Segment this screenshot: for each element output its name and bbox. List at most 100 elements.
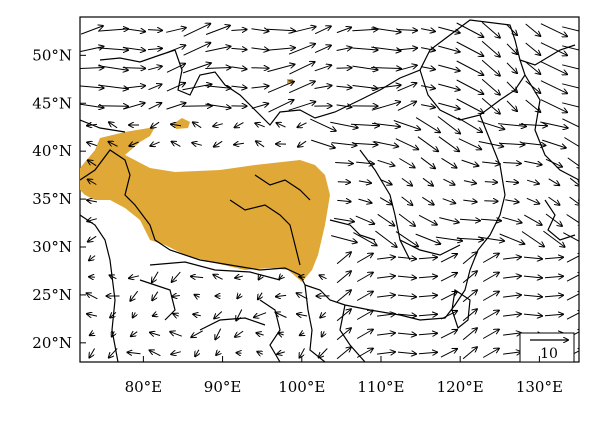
wind-vector-arrow <box>477 120 505 129</box>
wind-vector-arrow <box>299 277 305 278</box>
wind-vector-arrow <box>377 159 395 165</box>
wind-vector-arrow <box>457 117 482 132</box>
wind-vector-arrow <box>288 44 315 55</box>
wind-vector-arrow <box>251 68 268 69</box>
wind-vector-arrow <box>498 124 526 127</box>
wind-vector-arrow <box>440 349 457 358</box>
wind-vector-arrow <box>440 330 457 339</box>
wind-vector-arrow <box>336 290 351 303</box>
wind-vector-arrow <box>183 43 211 56</box>
y-axis: 20°N 25°N 30°N 35°N 40°N 45°N 50°N <box>32 46 86 352</box>
wind-vector-arrow <box>172 271 181 282</box>
wind-vector-arrow <box>148 66 162 70</box>
wind-vector-arrow <box>421 86 435 89</box>
wind-vector-arrow <box>421 105 435 108</box>
y-tick-label: 40°N <box>32 142 72 160</box>
wind-vector-arrow <box>503 314 521 316</box>
wind-vector-arrow <box>300 348 305 357</box>
wind-vector-arrow <box>482 162 500 164</box>
wind-vector-arrow <box>298 123 307 127</box>
wind-vector-arrow <box>311 139 335 148</box>
wind-vector-arrow <box>396 48 417 50</box>
wind-vector-arrow <box>438 45 459 52</box>
wind-vector-arrow <box>371 27 400 32</box>
wind-vector-arrow <box>90 333 94 335</box>
y-tick-label: 20°N <box>32 334 72 352</box>
wind-vector-arrow <box>205 103 230 108</box>
wind-vector-arrow <box>147 48 162 49</box>
wind-vector-arrow <box>97 29 128 31</box>
wind-vector-arrow <box>331 235 357 243</box>
wind-vector-arrow <box>336 86 352 87</box>
wind-vector-arrow <box>216 351 220 355</box>
wind-vector-arrow <box>401 177 412 185</box>
wind-vector-arrow <box>397 333 416 335</box>
wind-vector-arrow <box>375 230 396 247</box>
wind-vector-arrow <box>350 124 379 126</box>
wind-vector-arrow <box>418 295 437 296</box>
wind-vector-arrow <box>191 330 203 337</box>
wind-vector-arrow <box>459 219 480 220</box>
wind-vector-arrow <box>566 273 579 282</box>
wind-vector-arrow <box>562 26 579 32</box>
wind-vector-arrow <box>481 97 500 113</box>
wind-vectors <box>80 21 579 360</box>
wind-vector-arrow <box>147 30 162 31</box>
wind-vector-arrow <box>195 295 200 298</box>
wind-vector-arrow <box>192 143 202 146</box>
wind-vector-arrow <box>234 143 244 144</box>
wind-vector-arrow <box>377 352 395 354</box>
wind-vector-arrow <box>150 333 161 336</box>
wind-vector-arrow <box>415 117 440 133</box>
wind-vector-arrow <box>288 102 316 111</box>
wind-vector-arrow <box>438 136 459 152</box>
wind-vector-arrow <box>564 137 579 148</box>
x-tick-label: 120°E <box>437 378 484 396</box>
wind-vector-arrow <box>320 312 327 317</box>
wind-vector-arrow <box>397 65 417 72</box>
wind-vector-arrow <box>456 41 484 56</box>
wind-vector-arrow <box>288 27 315 34</box>
wind-vector-arrow <box>256 141 265 148</box>
wind-vector-arrow <box>395 138 418 150</box>
y-tick-label: 25°N <box>32 286 72 304</box>
wind-vector-arrow <box>183 24 211 37</box>
wind-vector-arrow <box>540 42 567 56</box>
wind-vector-arrow <box>440 292 457 301</box>
wind-vector-arrow <box>267 64 295 73</box>
wind-vector-arrow <box>543 230 564 247</box>
wind-vector-arrow <box>80 68 103 69</box>
wind-vector-arrow <box>462 347 477 360</box>
wind-vector-arrow <box>352 86 378 89</box>
wind-vector-arrow <box>80 103 104 107</box>
wind-vector-arrow <box>122 86 145 89</box>
wind-vector-arrow <box>89 256 96 261</box>
wind-vector-arrow <box>484 201 497 202</box>
wind-vector-arrow <box>505 200 518 202</box>
wind-vector-arrow <box>397 352 416 354</box>
wind-vector-arrow <box>336 48 352 51</box>
wind-vector-arrow <box>399 158 414 168</box>
wind-vector-arrow <box>380 179 391 185</box>
wind-vector-arrow <box>358 199 372 203</box>
wind-vector-arrow <box>566 292 579 301</box>
wind-vector-arrow <box>98 65 128 70</box>
wind-vector-arrow <box>418 257 437 258</box>
wind-vector-arrow <box>438 64 459 71</box>
wind-vector-arrow <box>418 352 437 353</box>
wind-vector-arrow <box>443 178 454 185</box>
wind-vector-arrow <box>130 290 139 301</box>
wind-vector-arrow <box>172 296 180 297</box>
wind-vector-arrow <box>377 213 395 225</box>
y-tick-label: 50°N <box>32 46 72 64</box>
wind-vector-arrow <box>320 275 327 278</box>
wind-vector-arrow <box>336 252 351 265</box>
x-tick-label: 90°E <box>204 378 242 396</box>
wind-vector-arrow <box>506 43 517 54</box>
wind-vector-arrow <box>80 86 103 88</box>
wind-vector-arrow <box>478 141 503 147</box>
wind-vector-arrow <box>566 311 579 320</box>
wind-vector-arrow <box>482 254 499 263</box>
wind-vector-arrow <box>276 295 287 296</box>
wind-vector-arrow <box>352 29 377 31</box>
